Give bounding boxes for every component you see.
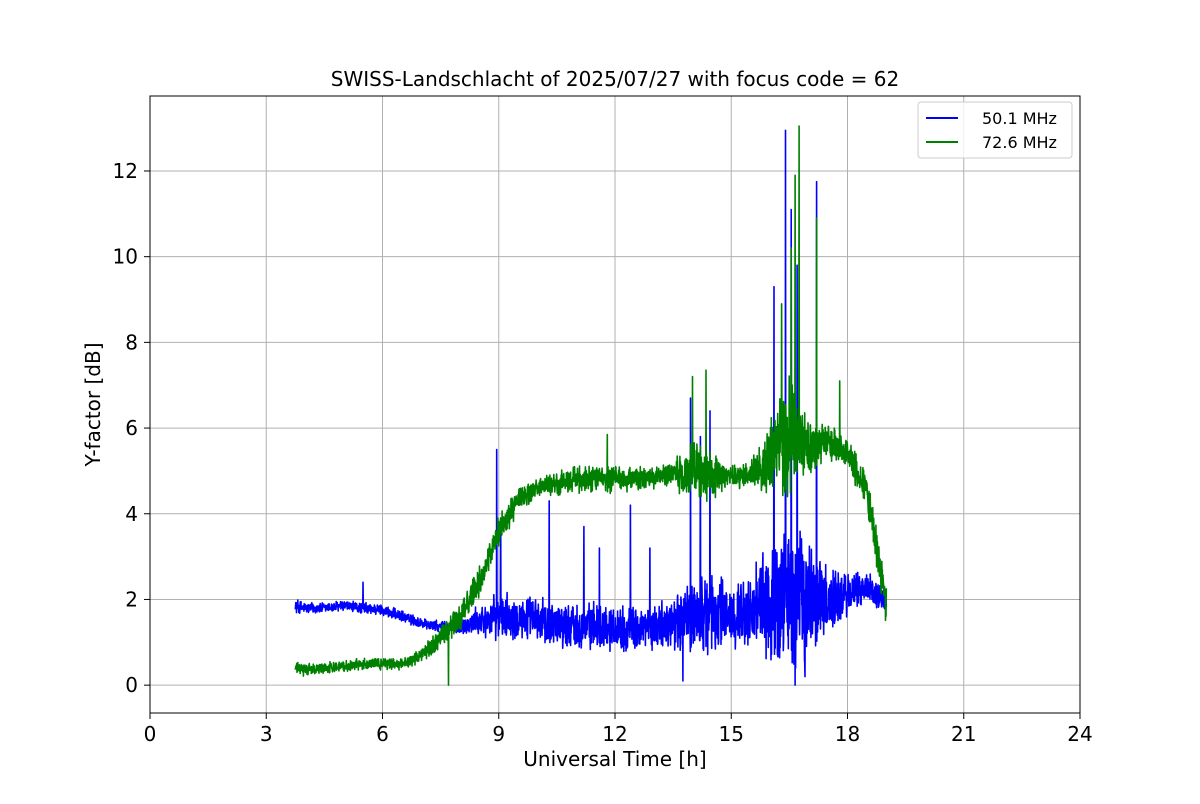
legend-label-72-6-mhz: 72.6 MHz <box>982 133 1057 152</box>
y-axis-label: Y-factor [dB] <box>81 342 105 467</box>
y-tick-label: 12 <box>113 159 138 183</box>
x-tick-label: 3 <box>260 722 273 746</box>
legend: 50.1 MHz 72.6 MHz <box>917 101 1073 159</box>
legend-label-50-1-mhz: 50.1 MHz <box>982 109 1057 128</box>
y-tick-label: 8 <box>125 330 138 354</box>
y-tick-label: 6 <box>125 416 138 440</box>
x-tick-label: 24 <box>1067 722 1092 746</box>
x-axis-label: Universal Time [h] <box>523 747 706 771</box>
series-line-50-1-mhz <box>294 129 888 686</box>
x-tick-label: 18 <box>835 722 860 746</box>
x-tick-label: 9 <box>492 722 505 746</box>
series-layer <box>294 125 888 686</box>
chart-title: SWISS-Landschlacht of 2025/07/27 with fo… <box>331 67 899 91</box>
legend-box <box>917 101 1073 159</box>
y-tick-label: 0 <box>125 673 138 697</box>
series-line-72-6-mhz <box>294 125 888 686</box>
y-tick-label: 2 <box>125 587 138 611</box>
x-tick-label: 15 <box>719 722 744 746</box>
x-tick-label: 0 <box>144 722 157 746</box>
x-tick-label: 12 <box>602 722 627 746</box>
y-tick-label: 4 <box>125 502 138 526</box>
x-tick-label: 6 <box>376 722 389 746</box>
y-tick-label: 10 <box>113 245 138 269</box>
x-tick-label: 21 <box>951 722 976 746</box>
